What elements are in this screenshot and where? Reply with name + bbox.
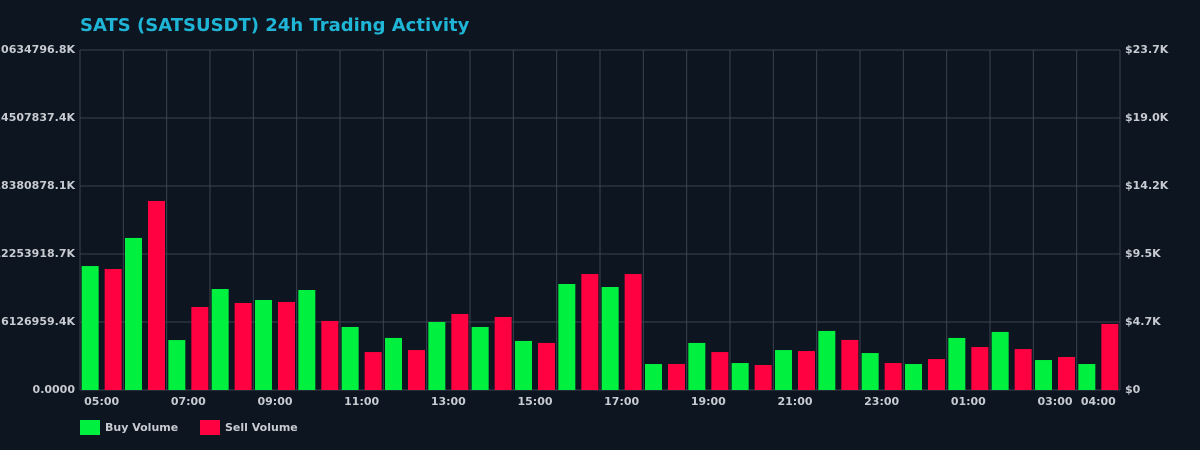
bar [928,359,945,390]
bar [668,364,685,390]
y-tick-label: 6126959.4K [1,315,75,328]
bar [884,363,902,390]
bar [601,287,619,390]
x-tick-label: 13:00 [431,395,466,408]
x-tick-label: 15:00 [517,395,552,408]
bar [558,284,576,390]
bar [688,342,706,390]
bar [645,364,662,390]
bar [861,353,879,390]
bar [234,302,252,390]
x-tick-label: 23:00 [864,395,899,408]
y-tick-label: 12253918.7K [0,247,75,260]
y-tick-label: 24507837.4K [0,111,75,124]
bar [818,330,836,390]
bar [1078,364,1096,390]
bar [321,320,339,390]
x-tick-label: 09:00 [257,395,292,408]
legend-label: Buy Volume [105,421,178,434]
bar [148,200,165,390]
bar [515,340,532,390]
y2-tick-label: $9.5K [1125,247,1161,260]
y-tick-label: 30634796.8K [0,43,75,56]
x-tick-label: 01:00 [951,395,986,408]
bar [1101,323,1119,390]
bar [211,289,229,390]
bar [125,237,142,390]
x-tick-label: 07:00 [171,395,206,408]
y2-tick-label: $19.0K [1125,111,1169,124]
x-tick-label: 11:00 [344,395,379,408]
bar [991,331,1009,390]
legend-swatch [200,420,220,435]
y2-tick-label: $23.7K [1125,43,1169,56]
x-tick-label: 17:00 [604,395,639,408]
bar [624,274,642,390]
x-tick-label: 03:00 [1037,395,1072,408]
bar [841,339,859,390]
x-tick-label: 04:00 [1081,395,1116,408]
bar [385,337,402,390]
bar [1035,360,1052,390]
bar [451,313,469,390]
bar [104,269,122,390]
y2-tick-label: $4.7K [1125,315,1161,328]
bar [428,321,446,390]
y-tick-label: 18380878.1K [0,179,75,192]
bar [971,347,989,390]
x-tick-label: 21:00 [777,395,812,408]
bar [1014,349,1032,390]
bar [81,266,99,390]
bar [341,326,359,390]
bar [1058,357,1075,390]
bar [168,340,186,390]
x-tick-label: 05:00 [84,395,119,408]
bar [538,342,555,390]
legend-swatch [80,420,100,435]
bar [731,363,749,390]
bar [471,326,489,390]
legend-label: Sell Volume [225,421,298,434]
chart-title: SATS (SATSUSDT) 24h Trading Activity [80,15,470,36]
y2-tick-label: $0 [1125,383,1141,396]
bar [364,352,382,390]
bar [798,351,815,390]
bar [408,350,425,390]
bar [711,352,729,390]
bar [278,301,295,390]
bar [775,350,792,390]
bar [905,364,922,390]
y2-tick-label: $14.2K [1125,179,1169,192]
x-tick-label: 19:00 [691,395,726,408]
bar [255,299,272,390]
bar [494,316,512,390]
y-tick-label: 0.0000 [33,383,76,396]
bar [948,337,966,390]
bar [191,306,209,390]
bar [298,290,316,390]
bar [754,365,772,390]
bar [581,274,599,390]
